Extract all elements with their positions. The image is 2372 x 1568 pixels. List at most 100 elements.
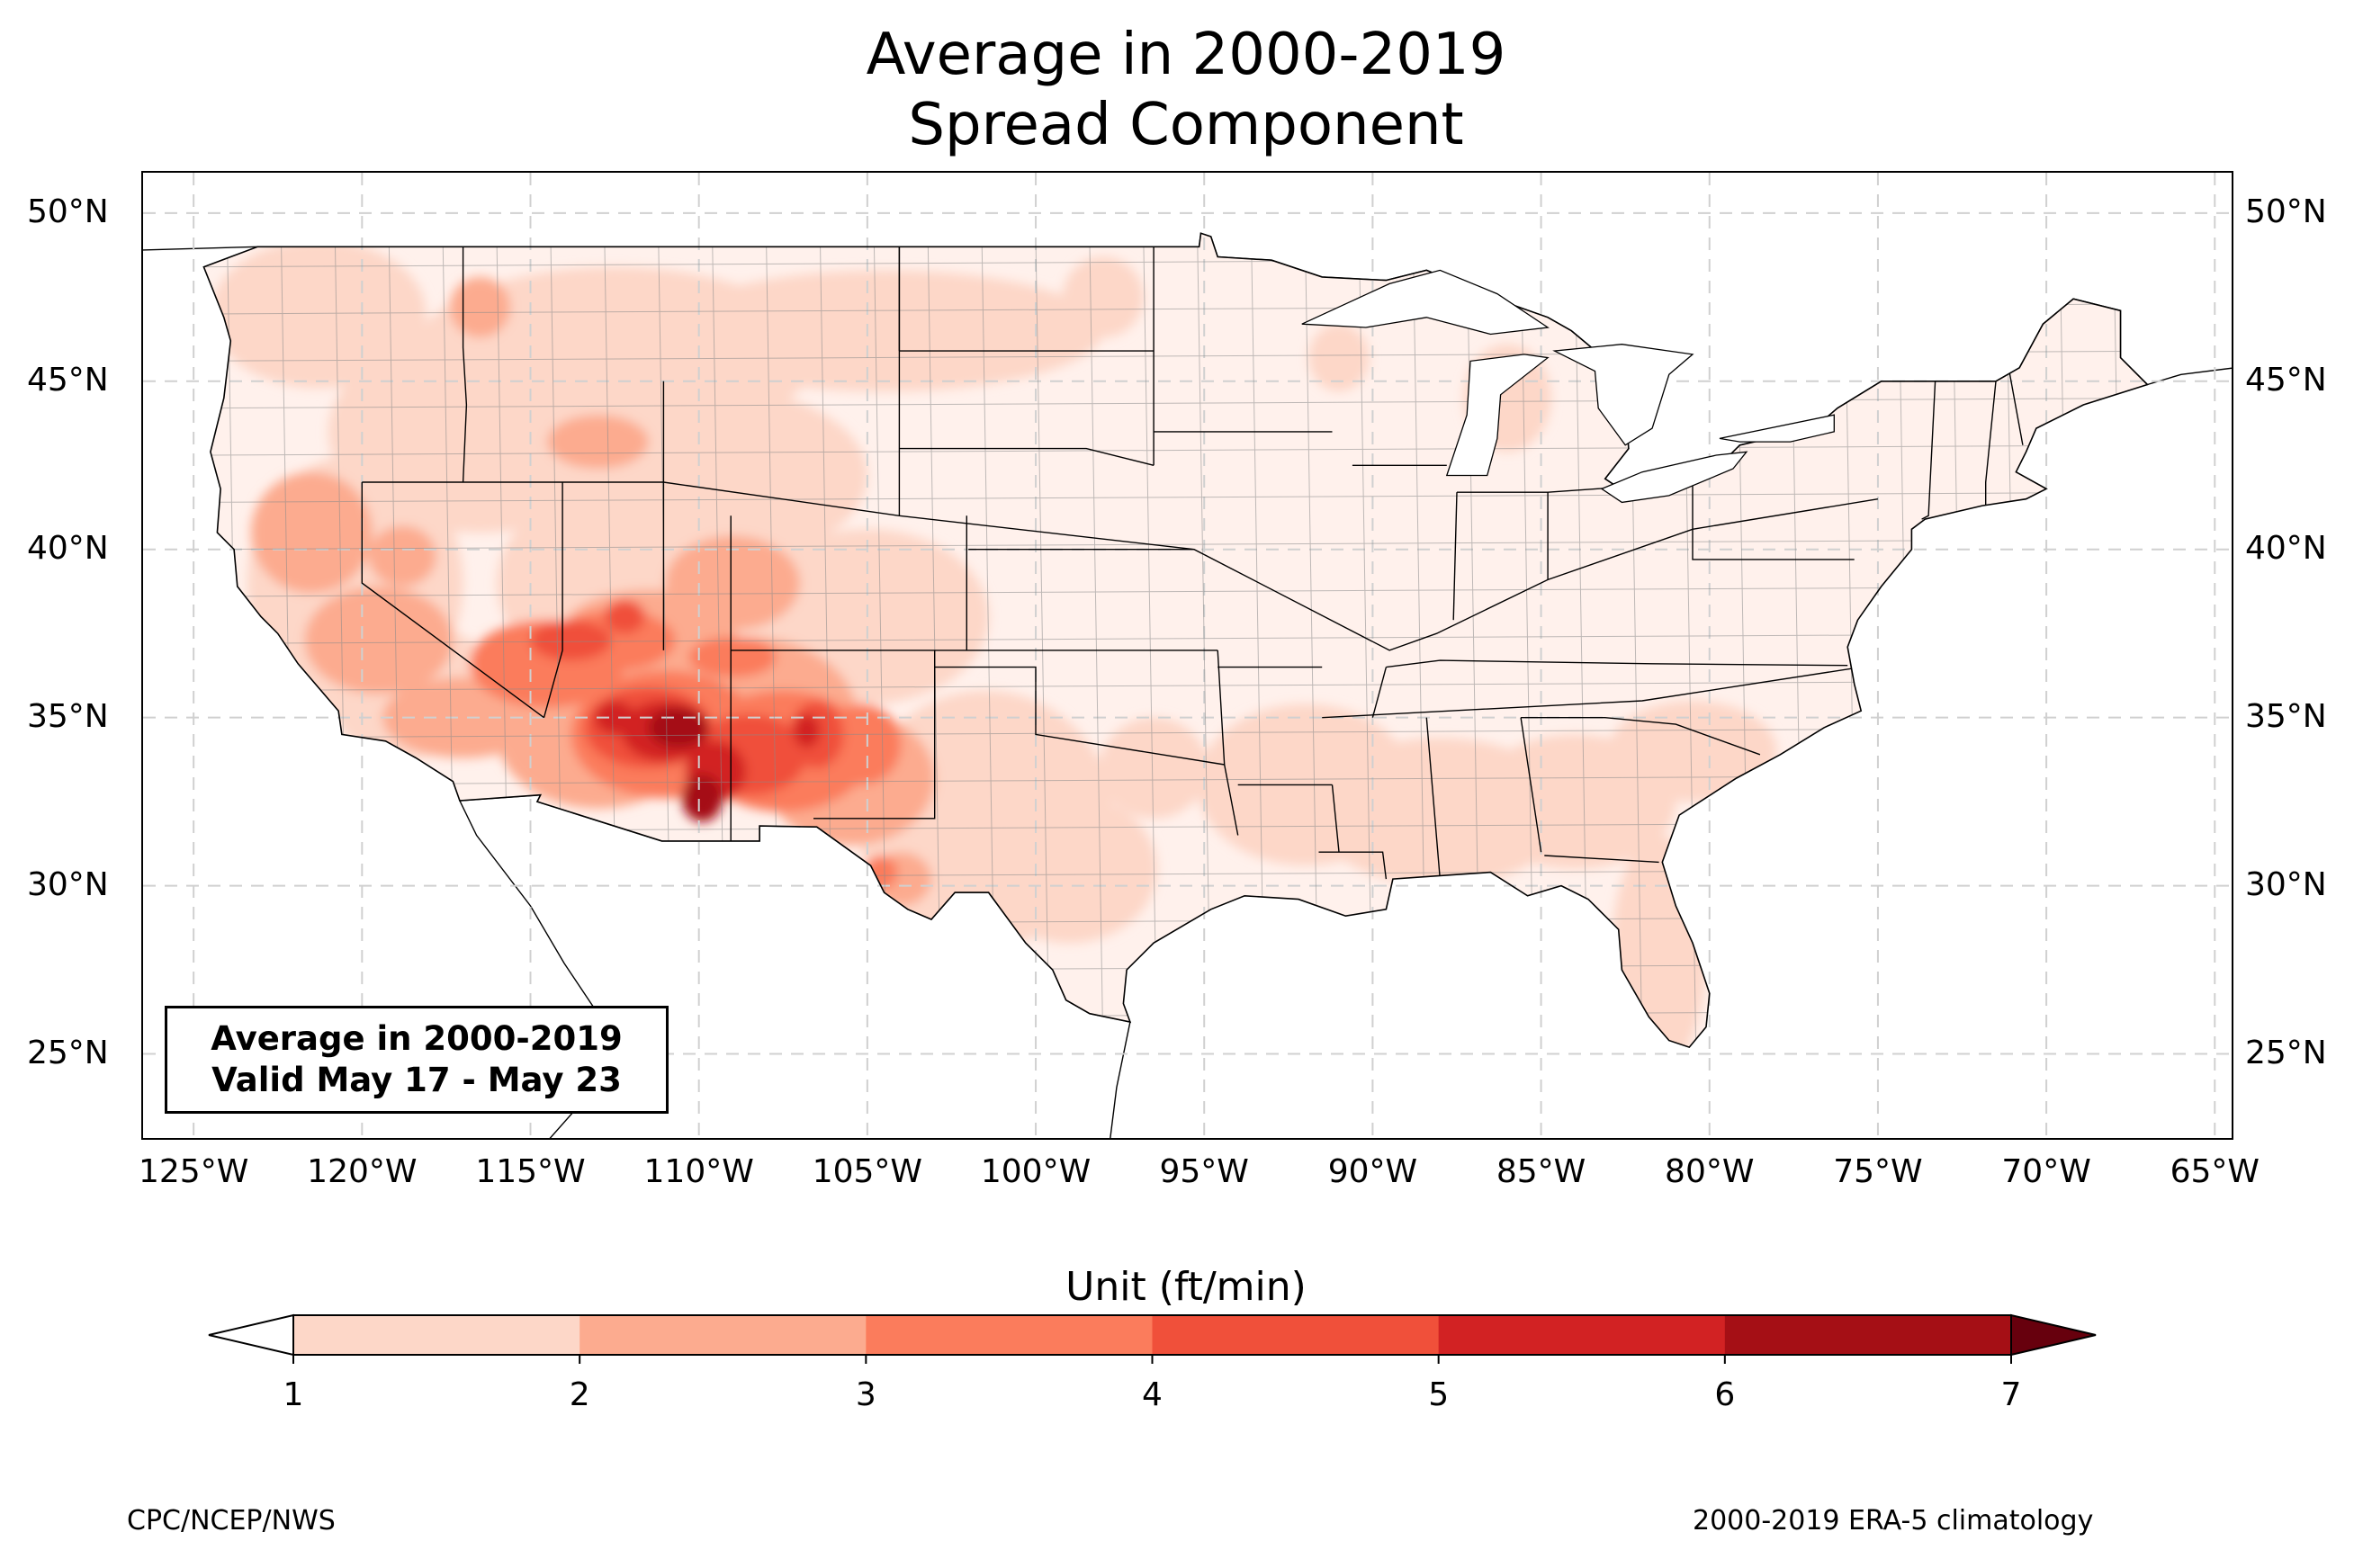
state-borders	[361, 246, 2024, 880]
spread-contour-19	[1063, 256, 1144, 338]
spread-contour-48	[793, 713, 821, 748]
state-border	[1520, 717, 1542, 853]
colorbar-tick-label: 3	[855, 1376, 876, 1413]
latitude-label-left: 30°N	[27, 865, 109, 903]
latitude-label-right: 30°N	[2245, 865, 2327, 903]
spread-contour-17	[1100, 717, 1208, 819]
longitude-label: 100°W	[980, 1153, 1092, 1190]
footer-source: CPC/NCEP/NWS	[127, 1505, 336, 1537]
county-line	[203, 680, 2148, 692]
spread-contour-32	[368, 525, 436, 587]
colorbar	[208, 1313, 2097, 1364]
longitude-label: 85°W	[1496, 1153, 1586, 1190]
longitude-label: 105°W	[812, 1153, 923, 1190]
spread-contour-38	[688, 637, 777, 677]
spread-contour-44	[604, 599, 645, 634]
latitude-label-right: 25°N	[2245, 1034, 2327, 1071]
latitude-label-left: 35°N	[27, 697, 109, 735]
colorbar-segment-3	[866, 1315, 1153, 1355]
great-lake-5	[1719, 414, 1835, 443]
colorbar-under-arrow	[208, 1313, 294, 1357]
longitude-label: 120°W	[307, 1153, 418, 1190]
longitude-label: 95°W	[1159, 1153, 1249, 1190]
spread-contour-30	[547, 415, 649, 469]
county-line	[203, 491, 2148, 503]
longitude-label: 65°W	[2170, 1153, 2260, 1190]
spread-contour-15	[1608, 701, 1777, 802]
state-border	[462, 246, 468, 483]
state-border	[1425, 717, 1441, 880]
county-line	[203, 539, 2148, 551]
spread-contour-8	[665, 270, 1103, 391]
state-border	[361, 482, 544, 719]
colorbar-tick-label: 2	[569, 1376, 590, 1413]
spread-contour-22	[304, 586, 454, 694]
state-border	[1544, 855, 1659, 864]
spread-contour-29	[449, 276, 511, 338]
county-line	[203, 586, 2148, 597]
map-panel	[141, 171, 2233, 1140]
colorbar-segment-5	[1438, 1315, 1726, 1355]
map-title-line-1: Average in 2000-2019	[866, 22, 1506, 88]
valid-box-line-1: Average in 2000-2019	[211, 1019, 623, 1058]
longitude-label: 90°W	[1327, 1153, 1418, 1190]
state-border	[543, 482, 563, 718]
map-title-line-2: Spread Component	[908, 92, 1464, 158]
great-lake-4	[1600, 451, 1748, 504]
latitude-label-right: 40°N	[2245, 529, 2327, 567]
state-border	[1452, 492, 1458, 621]
spread-contour-42	[530, 620, 612, 661]
colorbar-over-arrow	[2010, 1313, 2097, 1357]
state-border	[1217, 650, 1239, 836]
state-border	[1322, 666, 1862, 719]
county-line	[1143, 239, 1158, 1048]
longitude-label: 110°W	[643, 1153, 754, 1190]
map-canvas	[143, 173, 2232, 1138]
state-border	[1692, 482, 1855, 560]
state-border	[1331, 784, 1340, 853]
great-lake-2	[1445, 354, 1550, 477]
spread-contour-10	[982, 794, 1157, 944]
longitude-label: 80°W	[1665, 1153, 1755, 1190]
latitude-label-left: 25°N	[27, 1034, 109, 1071]
state-border	[1921, 381, 1936, 520]
valid-period-box: Average in 2000-2019 Valid May 17 - May …	[165, 1006, 669, 1114]
colorbar-title: Unit (ft/min)	[1065, 1264, 1307, 1310]
latitude-label-left: 50°N	[27, 193, 109, 230]
colorbar-segment-2	[580, 1315, 867, 1355]
spread-contour-49	[648, 707, 709, 748]
state-border	[362, 481, 1879, 651]
valid-box-line-2: Valid May 17 - May 23	[211, 1061, 622, 1099]
colorbar-tick-label: 6	[1714, 1376, 1736, 1413]
latitude-label-right: 50°N	[2245, 193, 2327, 230]
county-line	[203, 632, 2148, 644]
longitude-label: 70°W	[2001, 1153, 2091, 1190]
longitude-label: 75°W	[1833, 1153, 1923, 1190]
footer-climatology: 2000-2019 ERA-5 climatology	[1693, 1505, 2094, 1537]
state-border	[813, 650, 936, 820]
longitude-label: 125°W	[138, 1153, 249, 1190]
latitude-label-left: 45°N	[27, 361, 109, 399]
county-line	[1089, 239, 1104, 1048]
spread-contour-18	[210, 239, 427, 389]
latitude-label-left: 40°N	[27, 529, 109, 567]
county-line	[1035, 239, 1050, 1048]
colorbar-segment-6	[1724, 1315, 2012, 1355]
great-lake-3	[1552, 344, 1694, 446]
spread-contour-21	[250, 471, 373, 594]
state-border	[934, 666, 1225, 766]
state-border	[1521, 717, 1761, 756]
colorbar-tick-label: 5	[1428, 1376, 1450, 1413]
spread-contour-50	[681, 775, 723, 822]
colorbar-tick-label: 7	[2000, 1376, 2022, 1413]
spread-contour-20	[1308, 324, 1370, 391]
state-border	[1371, 667, 1388, 718]
colorbar-segment-4	[1152, 1315, 1440, 1355]
colorbar-tick-label: 4	[1142, 1376, 1163, 1413]
state-border	[1318, 851, 1388, 880]
longitude-label: 115°W	[475, 1153, 586, 1190]
latitude-label-right: 35°N	[2245, 697, 2327, 735]
colorbar-tick-label: 1	[283, 1376, 304, 1413]
latitude-label-right: 45°N	[2245, 361, 2327, 399]
